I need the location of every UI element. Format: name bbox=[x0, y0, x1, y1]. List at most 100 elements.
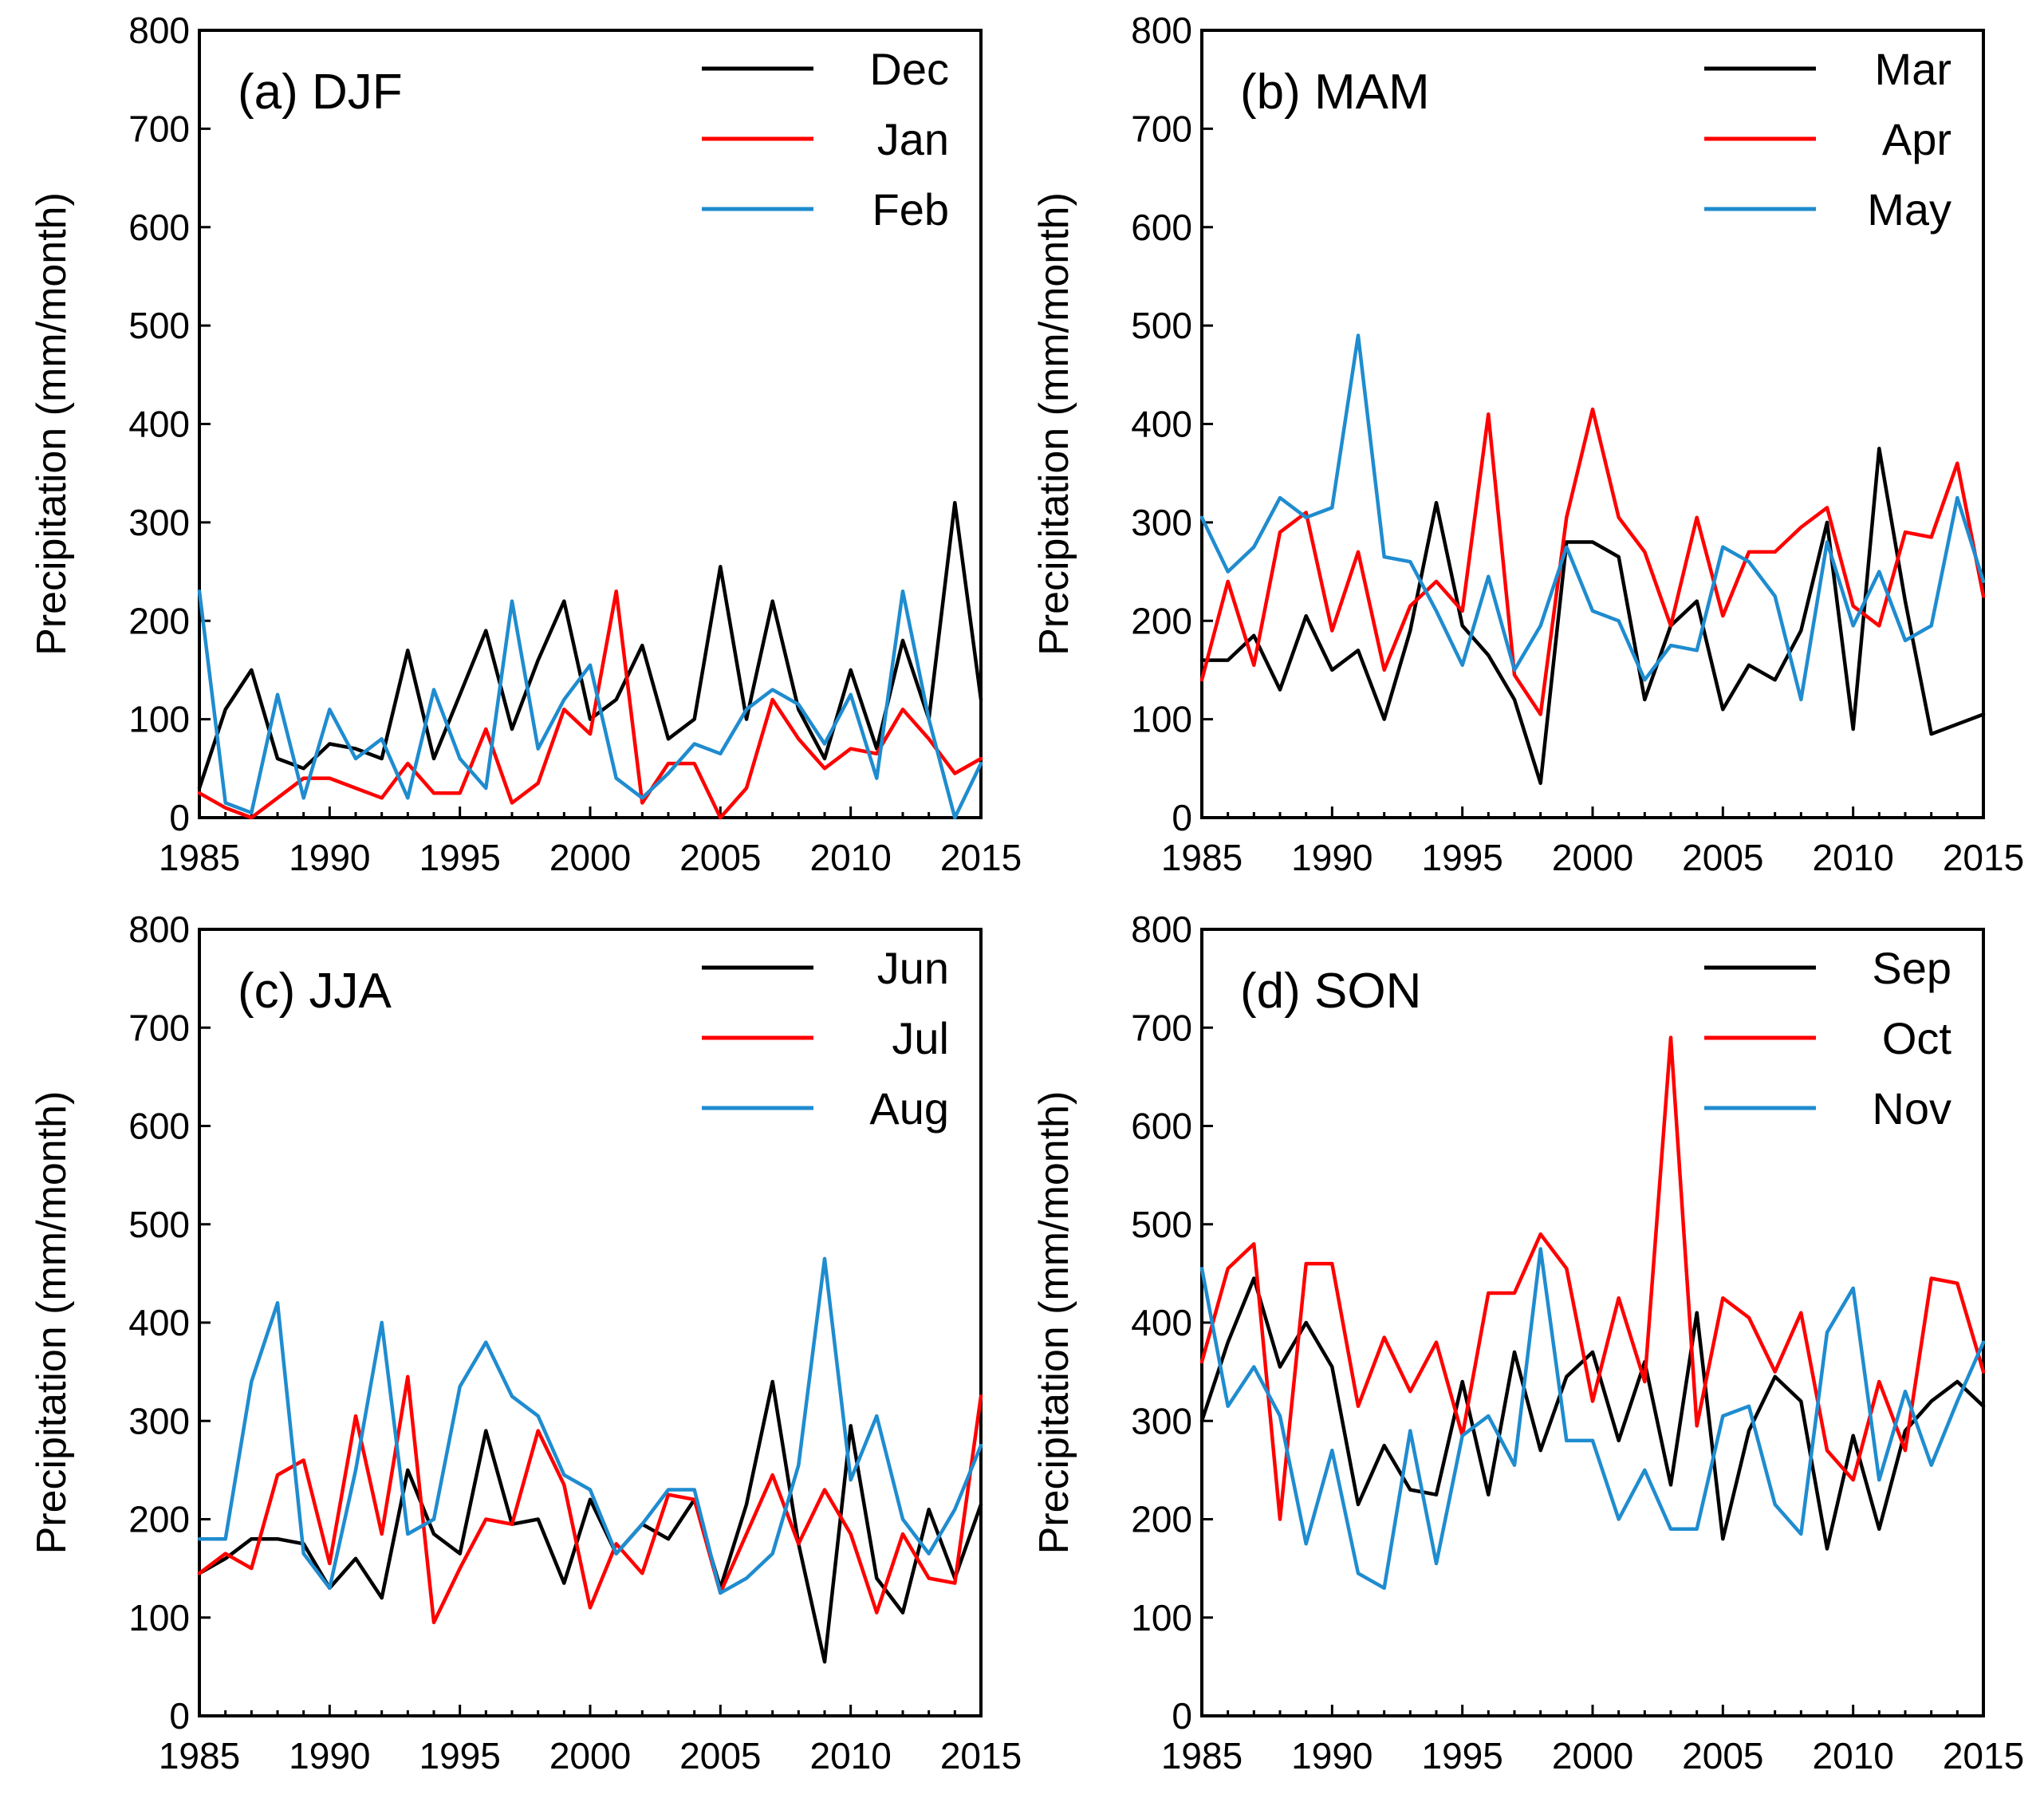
y-tick-label: 200 bbox=[128, 1499, 190, 1540]
y-axis-title: Precipitation (mm/month) bbox=[1031, 1091, 1077, 1555]
y-axis-title: Precipitation (mm/month) bbox=[29, 192, 75, 656]
x-tick-label: 2005 bbox=[1682, 1735, 1763, 1776]
y-tick-label: 700 bbox=[128, 108, 190, 149]
x-tick-label: 1990 bbox=[1291, 1735, 1373, 1776]
y-tick-label: 0 bbox=[169, 797, 190, 838]
y-tick-label: 800 bbox=[1131, 909, 1192, 950]
y-tick-label: 500 bbox=[128, 1204, 190, 1245]
series-line-sep bbox=[1199, 1276, 1986, 1551]
x-tick-label: 2000 bbox=[549, 837, 631, 878]
y-tick-label: 500 bbox=[1131, 1204, 1192, 1245]
legend-label: Jan bbox=[877, 114, 949, 164]
y-tick-label: 400 bbox=[128, 1302, 190, 1343]
x-tick-label: 2000 bbox=[1552, 837, 1633, 878]
legend: Jun Jul Aug bbox=[702, 943, 949, 1134]
legend: Mar Apr May bbox=[1704, 44, 1951, 235]
x-tick-label: 2015 bbox=[1943, 837, 2024, 878]
x-tick-label: 2010 bbox=[1812, 837, 1893, 878]
series-line-jan bbox=[197, 589, 983, 820]
y-axis-title: Precipitation (mm/month) bbox=[1031, 192, 1077, 656]
y-tick-label: 0 bbox=[169, 1695, 190, 1737]
legend: Sep Oct Nov bbox=[1704, 943, 1951, 1134]
plot-frame bbox=[198, 928, 983, 1717]
y-tick-label: 100 bbox=[1131, 699, 1192, 740]
x-tick-label: 1985 bbox=[1161, 1735, 1243, 1776]
panel-title: (c) JJA bbox=[238, 964, 392, 1019]
y-tick-label: 200 bbox=[1131, 1499, 1192, 1540]
x-tick-label: 2015 bbox=[940, 1735, 1022, 1776]
x-tick-label: 1995 bbox=[419, 1735, 500, 1776]
x-tick-label: 1995 bbox=[419, 837, 500, 878]
series-line-jul bbox=[197, 1374, 983, 1625]
panel-3: 0 100 200 300 400 500 600 700 800 1985 1990 1995 200… bbox=[29, 909, 1022, 1776]
series-line-mar bbox=[1199, 447, 1986, 786]
y-tick-label: 400 bbox=[1131, 1302, 1192, 1343]
y-tick-label: 200 bbox=[1131, 600, 1192, 641]
x-tick-label: 2010 bbox=[809, 1735, 891, 1776]
x-tick-label: 1985 bbox=[159, 1735, 240, 1776]
legend-label: May bbox=[1867, 184, 1951, 235]
y-tick-label: 0 bbox=[1172, 1695, 1192, 1737]
legend-label: Oct bbox=[1882, 1013, 1952, 1063]
x-tick-label: 2015 bbox=[1943, 1735, 2024, 1776]
y-tick-label: 600 bbox=[1131, 207, 1192, 248]
series-line-nov bbox=[1199, 1247, 1986, 1591]
series-line-aug bbox=[197, 1256, 983, 1595]
legend-label: Jun bbox=[877, 943, 949, 993]
x-tick-label: 1995 bbox=[1421, 837, 1502, 878]
y-tick-label: 500 bbox=[1131, 305, 1192, 346]
y-axis-title: Precipitation (mm/month) bbox=[29, 1091, 75, 1555]
x-tick-label: 2005 bbox=[679, 837, 761, 878]
x-tick-label: 1990 bbox=[289, 1735, 370, 1776]
y-tick-label: 100 bbox=[1131, 1597, 1192, 1638]
series-line-oct bbox=[1199, 1035, 1986, 1521]
y-tick-label: 700 bbox=[128, 1007, 190, 1048]
y-tick-label: 800 bbox=[1131, 10, 1192, 51]
x-tick-label: 2005 bbox=[1682, 837, 1763, 878]
plot-frame bbox=[1200, 29, 1985, 819]
series-line-apr bbox=[1199, 407, 1986, 716]
x-tick-label: 2005 bbox=[679, 1735, 761, 1776]
y-tick-label: 700 bbox=[1131, 108, 1192, 149]
x-tick-label: 2010 bbox=[1812, 1735, 1893, 1776]
legend-label: Dec bbox=[869, 44, 949, 94]
panel-title: (a) DJF bbox=[238, 65, 403, 120]
x-tick-label: 1995 bbox=[1421, 1735, 1502, 1776]
legend-label: Aug bbox=[869, 1083, 949, 1134]
y-tick-label: 600 bbox=[1131, 1106, 1192, 1147]
panel-4: 0 100 200 300 400 500 600 700 800 1985 1990 1995 200… bbox=[1031, 909, 2024, 1776]
y-tick-label: 300 bbox=[1131, 502, 1192, 543]
y-tick-label: 800 bbox=[128, 10, 190, 51]
series-line-dec bbox=[197, 500, 983, 791]
x-tick-label: 2000 bbox=[549, 1735, 631, 1776]
y-tick-label: 300 bbox=[128, 502, 190, 543]
x-tick-label: 1985 bbox=[1161, 837, 1243, 878]
x-tick-label: 1985 bbox=[159, 837, 240, 878]
y-tick-label: 500 bbox=[128, 305, 190, 346]
plot-frame bbox=[198, 29, 983, 819]
series-line-may bbox=[1199, 333, 1986, 702]
legend-label: Sep bbox=[1872, 943, 1951, 993]
x-tick-label: 1990 bbox=[1291, 837, 1373, 878]
y-tick-label: 200 bbox=[128, 600, 190, 641]
x-tick-label: 2010 bbox=[809, 837, 891, 878]
x-tick-label: 2000 bbox=[1552, 1735, 1633, 1776]
legend-label: Jul bbox=[892, 1013, 949, 1063]
panel-title: (b) MAM bbox=[1240, 65, 1430, 120]
legend-label: Feb bbox=[872, 184, 950, 235]
x-tick-label: 1990 bbox=[289, 837, 370, 878]
y-tick-label: 400 bbox=[1131, 404, 1192, 445]
y-tick-label: 100 bbox=[128, 699, 190, 740]
legend: Dec Jan Feb bbox=[702, 44, 949, 235]
legend-label: Mar bbox=[1875, 44, 1951, 94]
y-tick-label: 600 bbox=[128, 207, 190, 248]
series-line-feb bbox=[197, 589, 983, 820]
y-tick-label: 600 bbox=[128, 1106, 190, 1147]
plot-frame bbox=[1200, 928, 1985, 1717]
x-tick-label: 2015 bbox=[940, 837, 1022, 878]
y-tick-label: 700 bbox=[1131, 1007, 1192, 1048]
panel-title: (d) SON bbox=[1240, 964, 1421, 1019]
y-tick-label: 0 bbox=[1172, 797, 1192, 838]
y-tick-label: 400 bbox=[128, 404, 190, 445]
series-line-jun bbox=[197, 1379, 983, 1664]
